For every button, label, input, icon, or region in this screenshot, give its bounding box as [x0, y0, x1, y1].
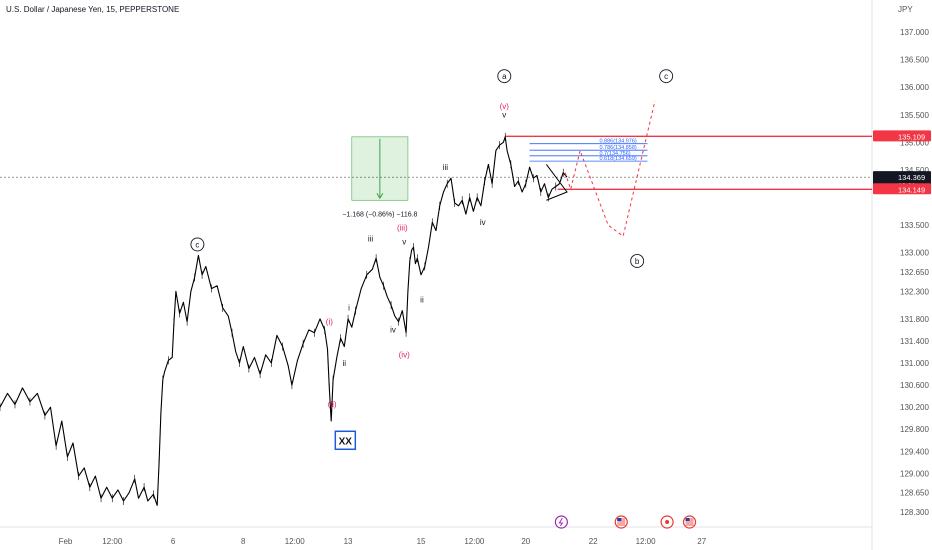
x-tick-label: 22: [589, 537, 598, 546]
fib-label: 0.786(134.858): [599, 145, 636, 151]
y-tick-label: 135.500: [900, 111, 929, 120]
y-tick-label: 131.400: [900, 337, 929, 346]
y-tick-label: 133.500: [900, 221, 929, 230]
lightning-icon-bolt: [558, 517, 564, 527]
us-flag-canton: [617, 518, 622, 521]
fib-label: 0.7(134.756): [599, 151, 630, 157]
x-tick-label: 8: [241, 537, 246, 546]
x-tick-label: 12:00: [464, 537, 485, 546]
x-tick-label: 20: [521, 537, 530, 546]
target-icon-dot: [665, 520, 670, 524]
lightning-icon[interactable]: [554, 515, 568, 529]
wave-label: ii: [343, 359, 347, 368]
wave-label: b: [635, 257, 640, 266]
wave-label: v: [402, 237, 406, 246]
x-tick-label: 12:00: [285, 537, 306, 546]
x-tick-label: 6: [171, 537, 176, 546]
wave-circle: [659, 69, 674, 84]
xx-label: XX: [339, 436, 353, 447]
y-tick-label: 130.200: [900, 403, 929, 412]
y-tick-label: 132.300: [900, 287, 929, 296]
wave-label: iii: [443, 163, 449, 172]
x-tick-label: 15: [417, 537, 426, 546]
y-tick-label: 129.000: [900, 469, 929, 478]
measure-label: −1.168 (−0.86%) −116.8: [342, 211, 417, 218]
x-tick-label: Feb: [59, 537, 73, 546]
y-tick-label: 132.650: [900, 268, 929, 277]
price-tag-label: 135.109: [898, 132, 925, 141]
currency-label: JPY: [898, 5, 913, 14]
wave-label: (i): [326, 317, 333, 326]
y-tick-label: 131.800: [900, 315, 929, 324]
y-tick-label: 129.800: [900, 425, 929, 434]
wave-circle: [497, 69, 512, 84]
y-tick-label: 136.500: [900, 56, 929, 65]
y-tick-label: 129.400: [900, 447, 929, 456]
chart-title: U.S. Dollar / Japanese Yen, 15, PEPPERST…: [6, 5, 180, 14]
fib-label: 0.618(134.659): [599, 156, 636, 162]
y-tick-label: 136.000: [900, 83, 929, 92]
wave-label: i: [348, 304, 350, 313]
x-tick-label: 13: [344, 537, 353, 546]
price-tag-label: 134.149: [898, 185, 925, 194]
triangle-pattern: [546, 164, 568, 201]
wave-label: v: [502, 111, 506, 120]
price-series: [0, 136, 568, 506]
wave-circle: [190, 237, 205, 252]
y-tick-label: 128.650: [900, 489, 929, 498]
xx-box[interactable]: [334, 430, 357, 451]
us-flag-canton: [685, 518, 690, 521]
us-flag-icon[interactable]: [614, 515, 628, 529]
price-tag: [873, 130, 931, 142]
wave-label: iv: [390, 326, 396, 335]
y-tick-label: 137.000: [900, 28, 929, 37]
fib-label: 0.886(134.976): [599, 139, 636, 145]
wave-label: ii: [420, 295, 424, 304]
wave-label: iii: [368, 235, 374, 244]
wave-label: iv: [480, 218, 486, 227]
price-tag: [873, 183, 931, 195]
wave-label: (iii): [397, 224, 408, 233]
wave-label: a: [502, 72, 507, 81]
wave-circle: [630, 254, 645, 268]
x-tick-label: 12:00: [102, 537, 123, 546]
projection-path: [564, 100, 656, 237]
x-tick-label: 27: [697, 537, 706, 546]
y-tick-label: 128.300: [900, 508, 929, 517]
wave-label: (ii): [328, 400, 337, 409]
y-tick-label: 131.000: [900, 359, 929, 368]
us-flag-icon[interactable]: [682, 515, 697, 529]
wave-label: c: [195, 240, 199, 249]
wave-label: c: [664, 72, 668, 81]
x-tick-label: 12:00: [636, 537, 657, 546]
y-tick-label: 134.500: [900, 166, 929, 175]
y-tick-label: 135.000: [900, 138, 929, 147]
wave-label: (iv): [399, 351, 410, 360]
price-tag-label: 134.369: [898, 173, 925, 182]
wave-label: (v): [500, 102, 510, 111]
y-tick-label: 133.000: [900, 249, 929, 258]
measure-arrowhead: [376, 193, 384, 200]
y-tick-label: 130.600: [900, 381, 929, 390]
